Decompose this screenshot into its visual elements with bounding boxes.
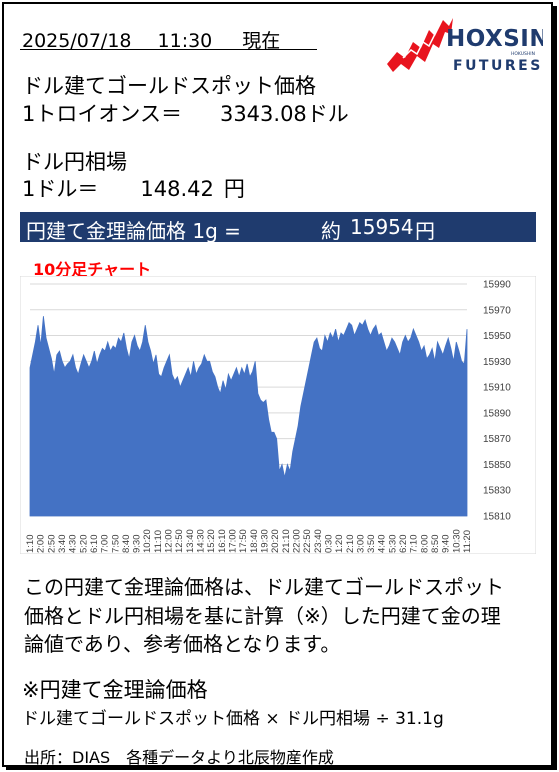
x-tick-label: 22:00	[291, 529, 302, 553]
y-tick-label: 15930	[483, 357, 511, 368]
x-tick-label: 11:20	[462, 530, 473, 553]
x-tick-label: 3:00	[355, 535, 366, 554]
x-tick-label: 6:20	[398, 535, 409, 554]
y-tick-label: 15870	[483, 434, 511, 445]
chart-title: 10分足チャート	[33, 260, 152, 279]
hoxsin-logo-icon: HOXSIN HOKUSHIN FUTURES	[387, 18, 543, 74]
ten-minute-chart: 15810 15830 15850 15870 15890 15910 15930 15950…	[20, 276, 536, 554]
x-tick-label: 2:00	[36, 535, 47, 554]
fx-rate-value: 148.42	[140, 177, 214, 201]
x-tick-label: 13:40	[185, 529, 196, 553]
x-tick-label: 7:10	[409, 535, 420, 554]
banner-label: 円建て金理論価格 1g =	[26, 219, 241, 243]
logo-sub: FUTURES	[453, 58, 543, 74]
gold-spot-price-line: 1トロイオンス＝ 3343.08ドル	[22, 98, 349, 128]
usdjpy-title: ドル円相場	[22, 150, 127, 174]
fx-unit-label: 1ドル＝	[22, 177, 99, 201]
x-tick-label: 5:30	[387, 535, 398, 554]
timestamp: 2025/07/18 11:30 現在	[22, 26, 280, 53]
x-tick-label: 7:50	[110, 535, 121, 554]
x-tick-label: 18:40	[249, 529, 260, 553]
x-tick-label: 2:10	[345, 535, 356, 554]
x-tick-label: 14:30	[196, 529, 207, 553]
x-tick-label: 17:00	[228, 529, 239, 553]
x-tick-label: 5:20	[78, 535, 89, 554]
description-line-1: この円建て金理論価格は、ドル建てゴールドスポット	[24, 575, 504, 599]
usdjpy-rate-line: 1ドル＝ 148.42 円	[22, 173, 245, 203]
date-text: 2025/07/18	[22, 30, 132, 52]
x-tick-label: 3:40	[57, 535, 68, 554]
x-tick-label: 8:00	[419, 535, 430, 554]
x-tick-label: 4:30	[68, 535, 79, 554]
card-frame	[2, 2, 553, 767]
x-tick-label: 10:30	[451, 529, 462, 553]
x-tick-label: 19:30	[259, 529, 270, 553]
x-tick-label: 8:50	[430, 535, 441, 554]
card-shadow-right	[553, 6, 557, 769]
y-tick-label: 15830	[483, 486, 511, 497]
x-tick-label: 12:00	[164, 529, 175, 553]
timestamp-underline	[20, 49, 317, 50]
banner-value: 15954	[350, 215, 414, 239]
x-tick-label: 8:40	[121, 535, 132, 554]
x-tick-label: 15:20	[206, 529, 217, 553]
price-area	[29, 316, 468, 517]
x-tick-label: 4:40	[377, 535, 388, 554]
y-tick-label: 15990	[483, 280, 511, 291]
y-tick-label: 15970	[483, 305, 511, 316]
x-tick-label: 9:30	[132, 535, 143, 554]
x-tick-label: 1:20	[334, 535, 345, 554]
x-tick-label: 1:10	[25, 535, 36, 554]
y-tick-label: 15810	[483, 512, 511, 523]
x-tick-label: 16:10	[217, 529, 228, 553]
x-tick-label: 10:20	[142, 529, 153, 553]
y-tick-label: 15910	[483, 383, 511, 394]
gold-price-unit: ドル	[306, 102, 349, 126]
x-tick-label: 17:50	[238, 529, 249, 553]
y-tick-label: 15890	[483, 408, 511, 419]
y-tick-label: 15850	[483, 460, 511, 471]
description-line-2: 価格とドル円相場を基に計算（※）した円建て金の理	[24, 604, 501, 628]
time-text: 11:30	[157, 30, 213, 52]
x-tick-label: 7:00	[100, 535, 111, 554]
x-tick-label: 22:50	[302, 529, 313, 553]
card-shadow-bottom	[6, 767, 557, 770]
yen-gold-price-banner: 円建て金理論価格 1g = 約 15954 円	[20, 212, 536, 243]
logo-tag: HOKUSHIN	[511, 51, 535, 57]
formula-text: ドル建てゴールドスポット価格 × ドル円相場 ÷ 31.1g	[22, 709, 444, 729]
as-of-text: 現在	[242, 30, 281, 52]
x-tick-label: 23:40	[313, 529, 324, 553]
x-tick-label: 20:20	[270, 529, 281, 553]
logo-name: HOXSIN	[446, 26, 543, 52]
formula-heading: ※円建て金理論価格	[22, 678, 208, 702]
x-tick-label: 0:30	[323, 535, 334, 554]
x-tick-label: 2:50	[46, 535, 57, 554]
x-tick-label: 11:10	[153, 530, 164, 553]
x-tick-label: 12:50	[174, 529, 185, 553]
y-tick-label: 15950	[483, 331, 511, 342]
x-tick-label: 9:40	[441, 535, 452, 554]
x-tick-label: 6:10	[89, 535, 100, 554]
gold-spot-title: ドル建てゴールドスポット価格	[22, 74, 316, 98]
source-note: 出所：DIAS 各種データより北辰物産作成	[24, 748, 334, 767]
gold-unit-label: 1トロイオンス＝	[22, 102, 182, 126]
x-tick-label: 21:10	[281, 529, 292, 553]
banner-unit: 円	[415, 219, 435, 243]
x-tick-label: 3:50	[366, 535, 377, 554]
gold-price-value: 3343.08	[219, 102, 307, 126]
description-line-3: 論値であり、参考価格となります。	[24, 632, 341, 656]
fx-rate-unit: 円	[223, 177, 245, 201]
banner-approx: 約	[321, 219, 341, 243]
